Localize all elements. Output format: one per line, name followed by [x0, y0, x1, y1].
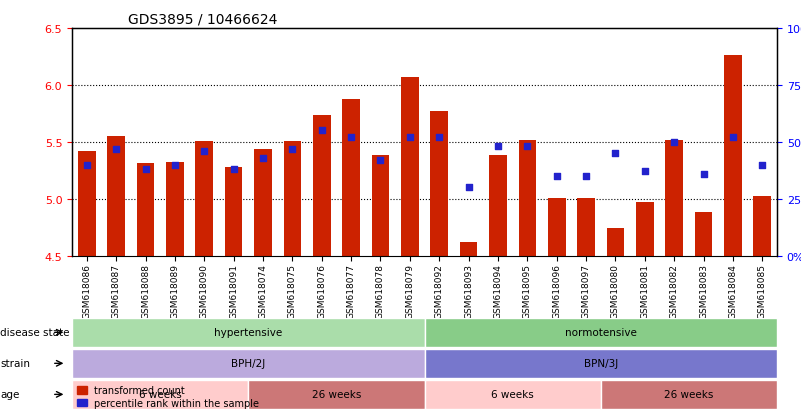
Point — [227, 166, 240, 173]
Point — [139, 166, 152, 173]
FancyBboxPatch shape — [248, 380, 425, 409]
Point — [668, 139, 681, 146]
Point — [492, 144, 505, 150]
Bar — [313, 115, 331, 256]
Bar — [548, 198, 566, 256]
Legend: transformed count, percentile rank within the sample: transformed count, percentile rank withi… — [77, 385, 260, 408]
FancyBboxPatch shape — [425, 380, 601, 409]
FancyBboxPatch shape — [601, 380, 777, 409]
Bar — [460, 242, 477, 256]
Bar — [636, 203, 654, 256]
Point — [256, 155, 269, 161]
Bar — [401, 78, 419, 256]
Point — [374, 157, 387, 164]
Point — [110, 146, 123, 152]
Bar — [342, 99, 360, 256]
Point — [462, 185, 475, 191]
Text: hypertensive: hypertensive — [214, 328, 283, 337]
Text: age: age — [0, 389, 19, 399]
Point — [404, 135, 417, 141]
Bar — [107, 137, 125, 256]
Bar — [137, 164, 155, 256]
Text: strain: strain — [0, 358, 30, 368]
Text: GDS3895 / 10466624: GDS3895 / 10466624 — [128, 12, 278, 26]
Point — [344, 135, 357, 141]
Bar — [578, 198, 595, 256]
FancyBboxPatch shape — [425, 349, 777, 378]
Bar — [518, 140, 536, 256]
Bar — [489, 156, 507, 256]
Point — [198, 148, 211, 155]
Point — [433, 135, 445, 141]
Bar — [78, 152, 95, 256]
Bar — [694, 213, 712, 256]
Point — [521, 144, 533, 150]
Text: 6 weeks: 6 weeks — [491, 389, 534, 399]
Point — [550, 173, 563, 180]
Point — [697, 171, 710, 178]
Point — [80, 162, 93, 169]
Text: 26 weeks: 26 weeks — [312, 389, 361, 399]
Text: normotensive: normotensive — [565, 328, 637, 337]
Bar — [225, 167, 243, 256]
Text: BPN/3J: BPN/3J — [584, 358, 618, 368]
FancyBboxPatch shape — [72, 349, 425, 378]
Bar — [166, 163, 183, 256]
Bar — [430, 112, 448, 256]
Bar — [372, 156, 389, 256]
Bar — [724, 56, 742, 256]
Point — [168, 162, 181, 169]
Bar — [254, 149, 272, 256]
Text: 6 weeks: 6 weeks — [139, 389, 182, 399]
Point — [638, 169, 651, 175]
Bar — [754, 197, 771, 256]
FancyBboxPatch shape — [72, 318, 425, 347]
Point — [580, 173, 593, 180]
Point — [727, 135, 739, 141]
Bar — [666, 140, 683, 256]
Point — [286, 146, 299, 152]
FancyBboxPatch shape — [72, 380, 248, 409]
Text: disease state: disease state — [0, 328, 70, 337]
FancyBboxPatch shape — [425, 318, 777, 347]
Point — [316, 128, 328, 134]
Text: BPH/2J: BPH/2J — [231, 358, 265, 368]
Bar — [606, 229, 624, 256]
Bar — [284, 141, 301, 256]
Point — [609, 150, 622, 157]
Text: 26 weeks: 26 weeks — [664, 389, 714, 399]
Point — [756, 162, 769, 169]
Bar — [195, 141, 213, 256]
